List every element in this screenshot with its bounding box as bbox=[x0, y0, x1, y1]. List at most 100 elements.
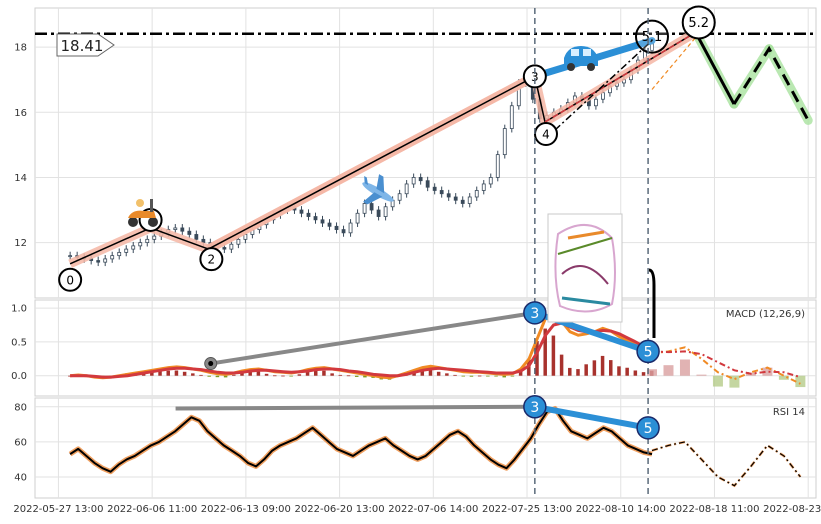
macd-hist-bar bbox=[273, 375, 277, 377]
macd-hist-bar bbox=[576, 369, 580, 376]
macd-proj-hist-bar bbox=[679, 359, 690, 376]
macd-proj-hist-bar bbox=[795, 375, 806, 388]
candle-body bbox=[383, 206, 388, 217]
candle-body bbox=[425, 180, 430, 188]
macd-hist-bar bbox=[248, 371, 252, 376]
macd-hist-bar bbox=[453, 374, 457, 376]
macd-hist-bar bbox=[568, 367, 572, 376]
macd-hist-bar bbox=[559, 354, 564, 376]
macd-hist-bar bbox=[338, 374, 343, 376]
macd-hist-bar bbox=[305, 371, 310, 376]
scooter-icon bbox=[128, 199, 158, 227]
candle-body bbox=[446, 193, 451, 198]
rsi-panel bbox=[34, 397, 817, 499]
candle-body bbox=[117, 251, 122, 257]
macd-hist-bar bbox=[166, 370, 170, 376]
rsi-y-tick-label: 40 bbox=[14, 472, 27, 483]
candle-body bbox=[439, 190, 444, 195]
macd-hist-bar bbox=[641, 372, 646, 376]
wave-line-2-3 bbox=[208, 75, 536, 250]
x-tick-label: 2022-08-18 11:00 bbox=[669, 504, 759, 515]
price-y-tick-label: 12 bbox=[14, 238, 27, 249]
macd-proj-hist-bar bbox=[729, 375, 740, 388]
candle-body bbox=[243, 234, 248, 240]
candle-body bbox=[474, 190, 479, 198]
wave-point-circle bbox=[681, 5, 716, 40]
macd-hist-bar bbox=[461, 375, 466, 377]
candle-body bbox=[152, 235, 157, 240]
rsi-y-tick-label: 60 bbox=[14, 437, 27, 448]
macd-hist-bar bbox=[68, 375, 72, 377]
price-y-tick-label: 14 bbox=[14, 173, 27, 184]
rsi-divergence-label: 3 bbox=[530, 400, 539, 416]
macd-hist-bar bbox=[609, 360, 613, 376]
candle-body bbox=[453, 196, 458, 201]
wave-point-label: 0 bbox=[66, 273, 74, 287]
macd-hist-bar bbox=[494, 375, 498, 377]
macd-hist-bar bbox=[535, 341, 539, 376]
macd-hist-bar bbox=[150, 371, 154, 376]
macd-grey-dot-center bbox=[208, 361, 214, 367]
candle-body bbox=[502, 128, 507, 156]
candle-body bbox=[348, 222, 353, 234]
x-tick-label: 2022-07-06 14:00 bbox=[388, 504, 478, 515]
wave-point-label: 4 bbox=[542, 128, 550, 142]
macd-panel bbox=[34, 299, 817, 397]
candle-body bbox=[68, 255, 73, 258]
macd-proj-hist-bar bbox=[646, 369, 657, 376]
candle-body bbox=[138, 242, 143, 247]
hline-label-box: 18.41 bbox=[56, 33, 115, 57]
candle-body bbox=[594, 98, 598, 107]
signal-line bbox=[70, 321, 653, 379]
macd-hist-bar bbox=[182, 371, 187, 376]
wave-point-circle bbox=[533, 122, 558, 147]
macd-hist-bar bbox=[543, 328, 547, 376]
macd-hist-bar bbox=[477, 375, 482, 377]
macd-hist-bar bbox=[232, 374, 236, 376]
price-y-tick-label: 16 bbox=[14, 108, 27, 119]
wave-point-label: 2 bbox=[208, 253, 216, 267]
candle-body bbox=[481, 183, 486, 191]
hline-label: 18.41 bbox=[61, 37, 104, 55]
macd-hist-bar bbox=[617, 366, 621, 376]
candle-body bbox=[320, 219, 325, 224]
wave-line-red-dash bbox=[544, 31, 697, 123]
signal-projection-line bbox=[651, 350, 801, 379]
car-icon bbox=[564, 46, 598, 71]
candle-body bbox=[306, 212, 311, 217]
airplane-icon bbox=[362, 174, 394, 205]
x-tick-label: 2022-05-27 13:00 bbox=[13, 504, 103, 515]
wave-point-label: 3 bbox=[531, 70, 539, 84]
macd-hist-bar bbox=[256, 371, 261, 376]
rsi-divergence-circle bbox=[523, 395, 547, 419]
rsi-divergence-circle bbox=[636, 416, 660, 440]
candle-body bbox=[187, 230, 192, 235]
macd-hist-bar bbox=[600, 355, 605, 376]
macd-hist-bar bbox=[174, 370, 179, 376]
x-tick-label: 2022-06-20 13:00 bbox=[295, 504, 385, 515]
candle-body bbox=[299, 209, 304, 214]
price-y-tick-label: 18 bbox=[14, 43, 27, 54]
x-tick-label: 2022-06-06 11:00 bbox=[107, 504, 197, 515]
macd-hist-bar bbox=[625, 367, 629, 376]
macd-hist-bar bbox=[633, 370, 638, 376]
macd-proj-hist-bar bbox=[696, 374, 707, 376]
macd-hist-bar bbox=[313, 370, 318, 376]
macd-hist-bar bbox=[158, 371, 162, 376]
price-panel bbox=[34, 7, 817, 299]
macd-y-tick-label: 0.5 bbox=[11, 337, 27, 348]
candle-body bbox=[334, 225, 339, 230]
macd-hist-bar bbox=[191, 373, 195, 376]
macd-hist-bar bbox=[354, 375, 359, 377]
candle-body bbox=[369, 203, 374, 211]
rollercoaster-icon bbox=[547, 213, 623, 323]
candle-body bbox=[488, 177, 493, 185]
candle-body bbox=[467, 196, 472, 204]
macd-proj-hist-bar bbox=[712, 375, 723, 387]
macd-proj-hist-bar bbox=[778, 375, 789, 380]
candle-body bbox=[222, 247, 227, 250]
candle-body bbox=[601, 92, 605, 100]
macd-divergence-label: 5 bbox=[644, 344, 653, 360]
candle-body bbox=[432, 186, 437, 191]
